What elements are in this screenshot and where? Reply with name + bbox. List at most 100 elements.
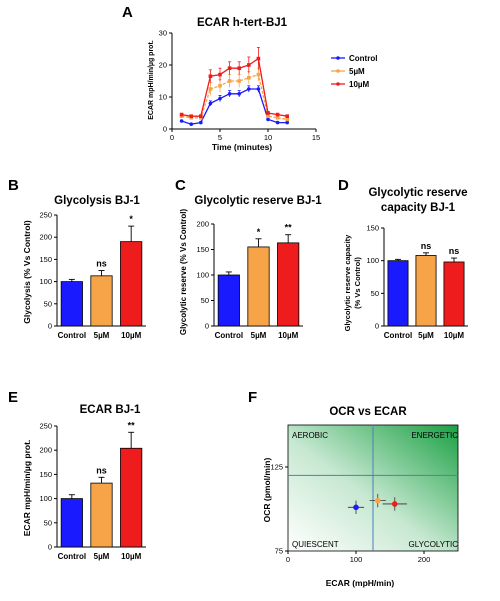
chart-e-bar (120, 447, 143, 548)
panel-letter-d: D (338, 177, 349, 194)
panel-letter-b: B (8, 177, 19, 194)
chart-e-ytick-label: 200 (39, 446, 52, 455)
chart-b-category-label: Control (58, 331, 86, 340)
chart-d-ylabel-line2: (% Vs Control) (353, 257, 362, 309)
chart-a-point (247, 63, 251, 67)
chart-a-point (275, 112, 280, 117)
chart-a-point (266, 117, 270, 122)
chart-e-bar (60, 498, 83, 548)
chart-a-series-line-2 (181, 57, 288, 117)
chart-f-ylabel: OCR (pmol/min) (262, 457, 272, 522)
chart-c-ylabel: Glycolytic reserve (% Vs Control) (179, 209, 188, 336)
chart-e-significance: ns (96, 465, 107, 475)
chart-f-quadrant-quiescent: QUIESCENT (292, 540, 339, 549)
chart-c-ytick-label: 50 (201, 296, 209, 305)
chart-c-significance: * (257, 227, 261, 237)
chart-f-ytick-label: 75 (275, 547, 283, 556)
chart-a-point (208, 101, 213, 106)
chart-a-point (285, 117, 289, 122)
chart-c-ytick-label: 200 (196, 220, 209, 229)
chart-d-ylabel-line1: Glycolytic reserve capacity (343, 234, 352, 332)
chart-f-quadrant-energetic: ENERGETIC (411, 431, 458, 440)
chart-b-ytick-label: 50 (44, 299, 52, 308)
chart-d-ytick-label: 100 (366, 256, 379, 265)
chart-a-point (227, 66, 232, 70)
chart-b-ylabel: Glycolysis (% Vs Control) (22, 220, 32, 324)
chart-a-ytick-label: 10 (159, 93, 167, 102)
chart-b-ytick-label: 200 (39, 233, 52, 242)
chart-b-ytick-label: 100 (39, 277, 52, 286)
chart-a-point (237, 92, 241, 96)
chart-d-category-label: Control (384, 331, 412, 340)
chart-a-point (275, 116, 280, 120)
chart-e-ylabel: ECAR mpH/min/µg prot. (22, 440, 32, 537)
chart-d-ytick-label: 150 (366, 224, 379, 233)
chart-c-bar (277, 242, 300, 327)
chart-e-ytick-label: 100 (39, 494, 52, 503)
chart-a-series-line-1 (181, 73, 288, 121)
chart-a-xtick-label: 15 (312, 133, 320, 142)
chart-e-category-label: Control (58, 552, 86, 561)
chart-b-ytick-label: 250 (39, 211, 52, 220)
chart-a-point (285, 114, 289, 118)
panel-letter-f: F (248, 389, 257, 406)
chart-e-category-label: 5µM (94, 552, 110, 561)
chart-f-point (374, 497, 381, 504)
chart-d-bar (387, 260, 409, 327)
chart-f-title: OCR vs ECAR (329, 406, 407, 418)
chart-b-ytick-label: 0 (48, 322, 52, 331)
chart-b-bar (90, 275, 113, 327)
chart-a-point (189, 114, 193, 118)
chart-a-legend-label-1: 5µM (349, 67, 365, 76)
chart-a-point (237, 79, 241, 83)
chart-a-point (199, 120, 203, 125)
chart-f-quadrant-aerobic: AEROBIC (292, 431, 328, 440)
chart-a-xtick-label: 5 (218, 133, 222, 142)
chart-d-significance: ns (421, 241, 432, 251)
chart-e-category-label: 10µM (121, 552, 142, 561)
chart-a-point (247, 87, 251, 91)
chart-a-legend-marker-1 (336, 69, 340, 73)
chart-d-title-line2: capacity BJ-1 (381, 202, 456, 214)
chart-a-ytick-label: 0 (163, 125, 167, 134)
chart-f-quadrant-glycolytic: GLYCOLYTIC (409, 540, 459, 549)
chart-a-point (266, 114, 270, 118)
chart-c-bar (217, 274, 240, 327)
chart-c-significance: ** (285, 223, 293, 233)
chart-a-ytick-label: 20 (159, 61, 167, 70)
chart-a-xtick-label: 10 (264, 133, 272, 142)
chart-e-bar (90, 482, 113, 548)
chart-b-significance: ns (96, 259, 107, 269)
chart-a-point (256, 56, 261, 61)
chart-d-significance: ns (449, 246, 460, 256)
chart-a-point (199, 114, 203, 118)
chart-a-point (208, 87, 213, 91)
chart-a-point (256, 72, 261, 77)
chart-c-ytick-label: 0 (205, 322, 209, 331)
chart-a-point (227, 92, 232, 96)
chart-c-bar (247, 246, 270, 327)
chart-a-legend-marker-2 (336, 82, 340, 86)
chart-a-point (227, 79, 232, 83)
chart-a-xtick-label: 0 (170, 133, 174, 142)
chart-b-bar (60, 281, 83, 327)
chart-a-point (179, 112, 184, 117)
chart-c-category-label: Control (215, 331, 243, 340)
chart-a-ylabel: ECAR mpH/min/µg prot. (148, 40, 155, 120)
chart-c-title: Glycolytic reserve BJ-1 (194, 195, 322, 207)
chart-a-point (208, 74, 213, 78)
chart-d-title-line1: Glycolytic reserve (368, 187, 467, 199)
chart-d-category-label: 5µM (418, 331, 434, 340)
chart-e-ytick-label: 150 (39, 470, 52, 479)
chart-d-ytick-label: 0 (375, 322, 379, 331)
chart-b-title: Glycolysis BJ-1 (54, 195, 140, 207)
chart-a-point (189, 122, 193, 126)
chart-a-ytick-label: 30 (159, 29, 167, 38)
chart-f-xtick-label: 100 (350, 555, 363, 564)
chart-e-significance: ** (128, 420, 136, 430)
chart-a-point (247, 76, 251, 80)
chart-c-ytick-label: 150 (196, 245, 209, 254)
chart-b-significance: * (129, 214, 133, 224)
chart-a-legend-marker-0 (336, 56, 340, 60)
chart-f-xtick-label: 200 (418, 555, 431, 564)
